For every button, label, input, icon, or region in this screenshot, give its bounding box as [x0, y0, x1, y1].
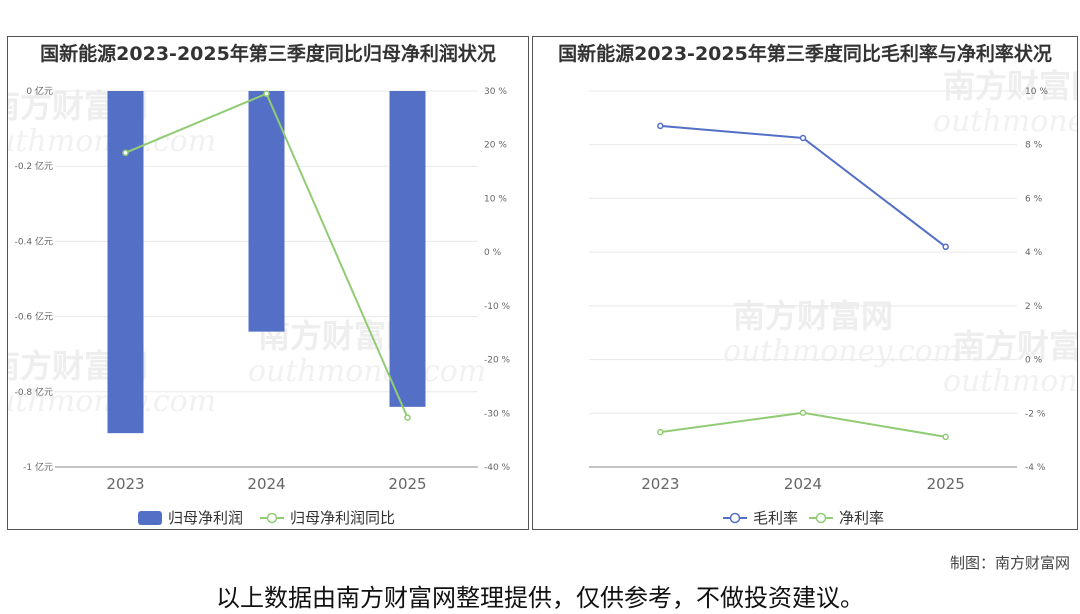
y-right-tick-label: 8 % — [1025, 141, 1043, 151]
watermark-domain: outhmoney.com — [723, 334, 961, 369]
y-right-tick-label: -20 % — [484, 356, 511, 366]
legend-label-net-margin: 净利率 — [839, 509, 884, 527]
bar-net-profit — [389, 91, 426, 407]
watermark-group: 南方财富网outhmoney.com南方财富网outhmoney.com南方财富… — [723, 67, 1078, 399]
bar-net-profit — [107, 91, 144, 434]
legend: 归母净利润 归母净利润同比 — [138, 509, 395, 527]
right-chart-panel: 南方财富网outhmoney.com南方财富网outhmoney.com南方财富… — [532, 36, 1078, 530]
bar-net-profit — [248, 91, 285, 332]
legend-label-yoy: 归母净利润同比 — [290, 509, 395, 527]
y-right-tick-label: 6 % — [1025, 194, 1043, 204]
series-point-net-margin — [942, 433, 949, 441]
watermark-domain: outhmoney.com — [933, 104, 1078, 139]
x-tick-label: 2023 — [641, 475, 679, 493]
y-left-tick-label: -1 亿元 — [23, 461, 53, 473]
x-tick-label: 2024 — [784, 475, 822, 493]
x-tick-label: 2025 — [388, 475, 426, 493]
legend-label-gross-margin: 毛利率 — [753, 509, 798, 527]
series-point-gross-margin — [942, 243, 949, 251]
y-right-tick-label: -4 % — [1025, 463, 1046, 473]
right-chart-title: 国新能源2023-2025年第三季度同比毛利率与净利率状况 — [558, 43, 1052, 65]
series-point-gross-margin — [799, 134, 807, 142]
watermark-brand: 南方财富网 — [733, 297, 893, 335]
legend-swatch-net-profit — [138, 511, 162, 525]
x-tick-label: 2023 — [106, 475, 144, 493]
y-right-tick-label: -40 % — [484, 463, 511, 473]
y-right-tick-label: 20 % — [484, 141, 507, 151]
watermark-domain: outhmoney.com — [248, 354, 486, 389]
y-right-tick-label: 2 % — [1025, 302, 1043, 312]
series-line-gross-margin — [660, 124, 947, 248]
y-right-tick-label: 4 % — [1025, 248, 1043, 258]
legend-marker-yoy — [266, 512, 278, 524]
y-right-tick-label: 10 % — [484, 194, 507, 204]
series-point-gross-margin — [657, 122, 664, 130]
left-chart: 南方财富网outhmoney.com南方财富网outhmoney.com南方财富… — [8, 85, 511, 527]
legend-marker-net-margin — [815, 512, 827, 524]
watermark-brand: 南方财富网 — [943, 67, 1078, 105]
y-left-tick-label: -0.8 亿元 — [15, 386, 53, 398]
series-point-yoy — [404, 414, 411, 421]
series-point-yoy — [122, 149, 129, 157]
y-right-tick-label: -2 % — [1025, 409, 1046, 419]
series-point-net-margin — [799, 409, 807, 416]
y-left-tick-label: -0.2 亿元 — [15, 160, 53, 172]
series-line-net-margin — [660, 411, 946, 438]
y-right-tick-label: 30 % — [484, 87, 507, 97]
watermark-domain: outhmoney.com — [943, 364, 1078, 399]
series-point-net-margin — [657, 428, 664, 436]
y-left-tick-label: -0.6 亿元 — [15, 311, 53, 323]
left-chart-title: 国新能源2023-2025年第三季度同比归母净利润状况 — [40, 43, 496, 65]
x-tick-label: 2025 — [927, 475, 965, 493]
y-left-tick-label: -0.4 亿元 — [15, 235, 53, 247]
right-chart: 南方财富网outhmoney.com南方财富网outhmoney.com南方财富… — [589, 67, 1078, 527]
y-left-tick-label: 0 亿元 — [26, 85, 53, 97]
watermark-brand: 南方财富网 — [953, 327, 1078, 365]
disclaimer-text: 以上数据由南方财富网整理提供，仅供参考，不做投资建议。 — [216, 584, 864, 612]
series-point-yoy — [263, 90, 270, 97]
chart-credit: 制图：南方财富网 — [949, 554, 1070, 572]
y-right-tick-label: 0 % — [484, 248, 502, 258]
y-right-tick-label: 10 % — [1025, 87, 1048, 97]
legend-marker-gross-margin — [729, 512, 741, 524]
left-chart-panel: 南方财富网outhmoney.com南方财富网outhmoney.com南方财富… — [7, 36, 529, 530]
x-tick-label: 2024 — [247, 475, 285, 493]
legend-label-net-profit: 归母净利润 — [168, 509, 243, 527]
legend: 毛利率 净利率 — [723, 509, 884, 527]
y-right-tick-label: 0 % — [1025, 356, 1043, 366]
y-right-tick-label: -10 % — [484, 302, 511, 312]
y-right-tick-label: -30 % — [484, 409, 511, 419]
